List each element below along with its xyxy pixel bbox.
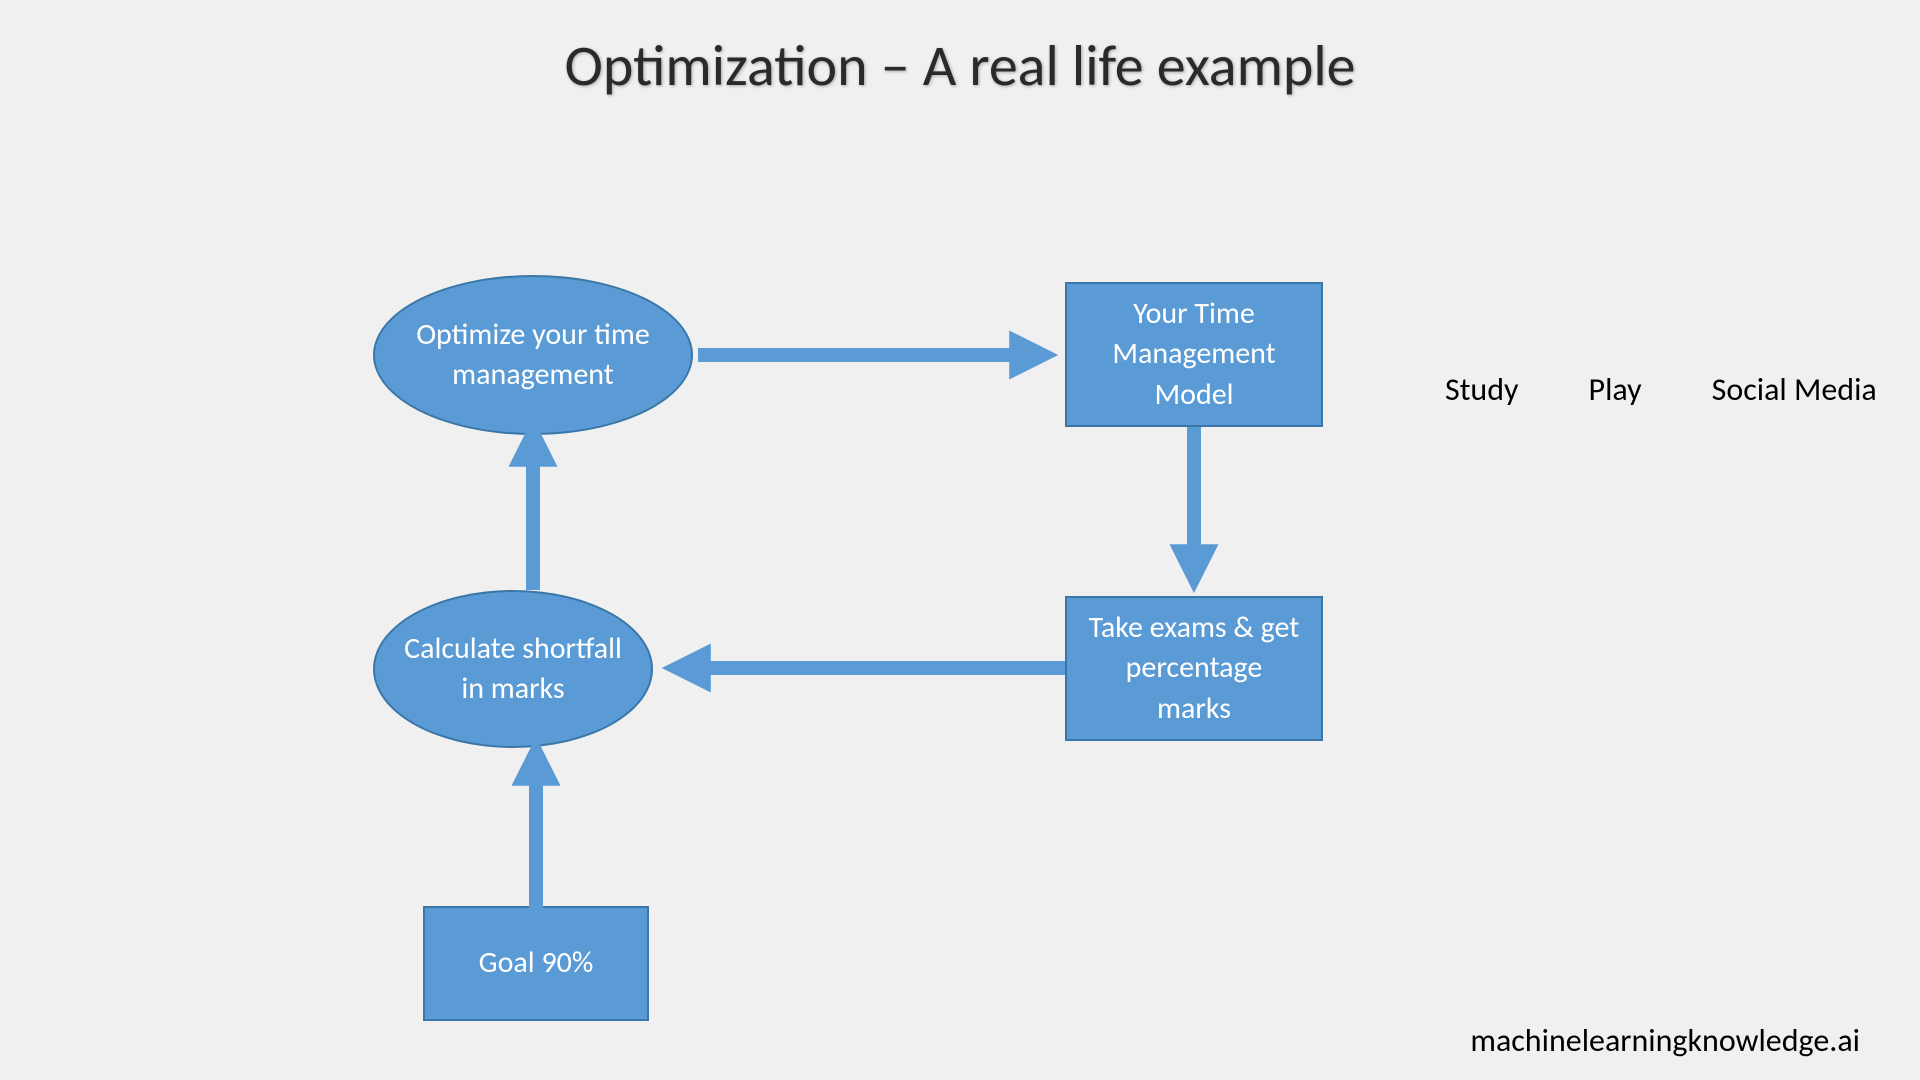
page-title: Optimization – A real life example [564,30,1355,101]
node-goal-label: Goal 90% [479,943,594,984]
side-label-social: Social Media [1712,370,1877,409]
node-exams: Take exams & get percentage marks [1065,596,1323,741]
node-model: Your Time Management Model [1065,282,1323,427]
arrows-layer [0,0,1920,1080]
node-model-label: Your Time Management Model [1087,294,1301,416]
side-labels: Study Play Social Media [1445,370,1877,409]
side-label-study: Study [1445,370,1519,409]
node-shortfall: Calculate shortfall in marks [373,590,653,748]
node-goal: Goal 90% [423,906,649,1021]
side-label-play: Play [1589,370,1642,409]
node-exams-label: Take exams & get percentage marks [1087,608,1301,730]
footer-credit: machinelearningknowledge.ai [1470,1021,1860,1060]
node-shortfall-label: Calculate shortfall in marks [403,629,623,710]
node-optimize: Optimize your time management [373,275,693,435]
node-optimize-label: Optimize your time management [403,315,663,396]
